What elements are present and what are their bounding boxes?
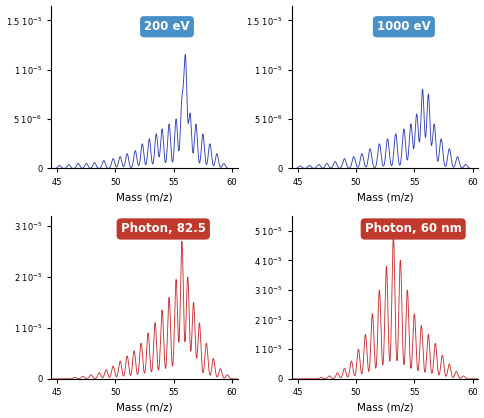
- X-axis label: Mass (m/z): Mass (m/z): [116, 403, 173, 413]
- X-axis label: Mass (m/z): Mass (m/z): [357, 403, 413, 413]
- Text: 1000 eV: 1000 eV: [377, 20, 431, 33]
- Text: Photon, 82.5: Photon, 82.5: [121, 222, 206, 235]
- X-axis label: Mass (m/z): Mass (m/z): [357, 192, 413, 202]
- Text: 200 eV: 200 eV: [144, 20, 190, 33]
- X-axis label: Mass (m/z): Mass (m/z): [116, 192, 173, 202]
- Text: Photon, 60 nm: Photon, 60 nm: [365, 222, 462, 235]
